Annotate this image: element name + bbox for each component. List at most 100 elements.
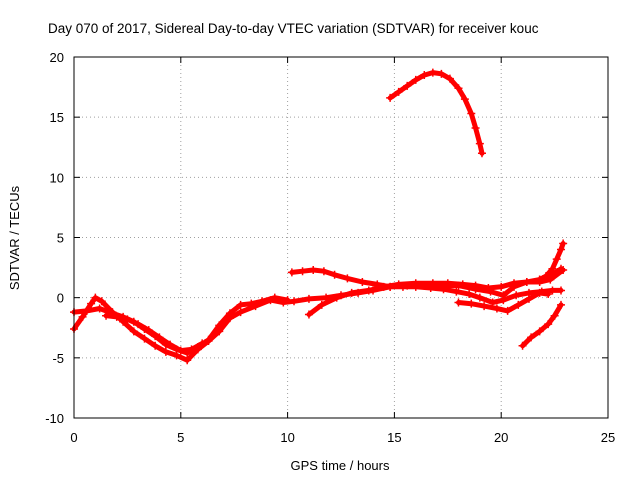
data-point (514, 300, 523, 309)
series-line (520, 302, 564, 349)
x-tick-label: 5 (177, 430, 184, 445)
grid-lines (74, 57, 608, 418)
data-point (559, 265, 568, 274)
y-tick-label: -5 (52, 351, 64, 366)
data-point (287, 268, 296, 277)
data-point (82, 306, 91, 315)
data-point (129, 327, 138, 336)
data-point (97, 297, 106, 306)
data-point (215, 321, 224, 330)
data-point (488, 298, 497, 307)
y-tick-label: 10 (50, 170, 64, 185)
data-point (510, 279, 519, 288)
data-point (290, 297, 299, 306)
y-tick-labels: -10 -5 0 5 10 15 20 (45, 50, 64, 426)
data-point (161, 347, 170, 356)
data-point (187, 345, 196, 354)
data-point (358, 278, 367, 287)
series-line (103, 313, 205, 354)
data-point (428, 279, 437, 288)
data-point (437, 69, 446, 78)
data-point (225, 309, 234, 318)
series-track-1 (70, 264, 566, 365)
data-point (439, 285, 448, 294)
data-point (471, 281, 480, 290)
data-point (475, 293, 484, 302)
data-point (484, 284, 493, 293)
data-point (257, 297, 266, 306)
x-axis-label: GPS time / hours (291, 458, 390, 473)
plot-frame (73, 56, 609, 419)
x-tick-label: 10 (280, 430, 294, 445)
data-point (236, 300, 245, 309)
data-point (524, 294, 533, 303)
series-track-6 (454, 288, 553, 315)
data-point (552, 255, 561, 264)
chart-title: Day 070 of 2017, Sidereal Day-to-day VTE… (48, 21, 539, 36)
data-point (548, 286, 557, 295)
data-point (550, 311, 559, 320)
data-point (480, 302, 489, 311)
data-point (535, 327, 544, 336)
data-point (443, 279, 452, 288)
data-point (317, 300, 326, 309)
series-track-7 (518, 300, 566, 350)
data-point (467, 109, 476, 118)
data-point (347, 288, 356, 297)
y-tick-label: 15 (50, 110, 64, 125)
data-point (497, 282, 506, 291)
x-tick-label: 0 (70, 430, 77, 445)
data-point (458, 280, 467, 289)
data-point (546, 275, 555, 284)
data-point (298, 267, 307, 276)
x-tick-label: 15 (387, 430, 401, 445)
data-point (454, 298, 463, 307)
y-tick-label: -10 (45, 411, 64, 426)
data-point (319, 267, 328, 276)
data-point (445, 74, 454, 83)
x-tick-label: 25 (601, 430, 615, 445)
data-point (394, 280, 403, 289)
data-point (465, 290, 474, 299)
data-point (176, 346, 185, 355)
series-track-8 (535, 239, 568, 284)
data-point (304, 310, 313, 319)
data-point (283, 296, 292, 305)
y-tick-label: 20 (50, 50, 64, 65)
series-track-5 (304, 265, 568, 319)
data-point (155, 333, 164, 342)
data-point (522, 278, 531, 287)
data-point (557, 245, 566, 254)
data-point (102, 311, 111, 320)
data-point (144, 326, 153, 335)
data-point (183, 356, 192, 365)
data-point (411, 279, 420, 288)
data-point (428, 68, 437, 77)
data-point (309, 265, 318, 274)
data-point (411, 75, 420, 84)
data-point (134, 320, 143, 329)
data-point (236, 308, 245, 317)
data-point (548, 264, 557, 273)
data-point (557, 300, 566, 309)
series-track-3 (102, 311, 207, 355)
data-point (304, 294, 313, 303)
data-point (503, 306, 512, 315)
y-tick-label: 0 (57, 291, 64, 306)
data-point (166, 340, 175, 349)
data-point (544, 290, 553, 299)
data-point (123, 315, 132, 324)
series-track-9 (386, 68, 486, 158)
data-point (542, 272, 551, 281)
y-axis-label: SDTVAR / TECUs (7, 185, 22, 290)
data-point (91, 293, 100, 302)
data-point (386, 93, 395, 102)
data-point (544, 320, 553, 329)
data-point (527, 333, 536, 342)
series-line (71, 266, 564, 363)
data-point (87, 299, 96, 308)
data-point (343, 274, 352, 283)
data-point (204, 335, 213, 344)
data-point (512, 291, 521, 300)
data-point (518, 341, 527, 350)
